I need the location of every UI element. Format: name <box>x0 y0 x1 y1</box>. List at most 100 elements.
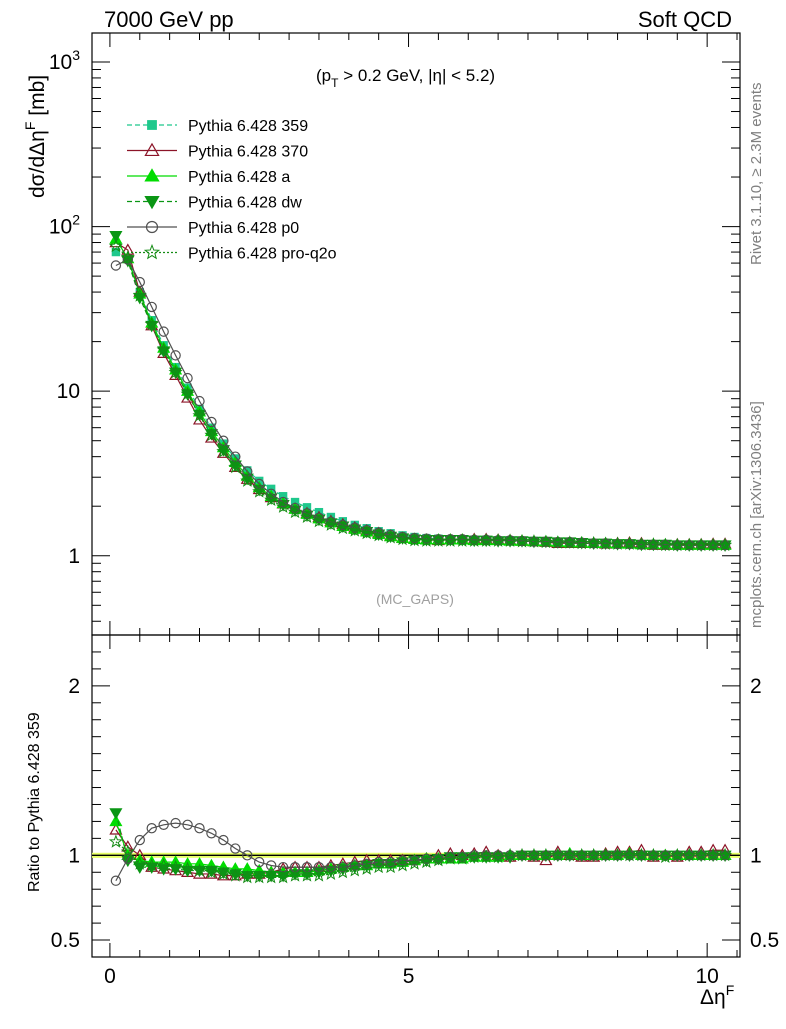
header-left-label: 7000 GeV pp <box>104 7 234 32</box>
ratio-series-layer <box>108 808 733 886</box>
ratio-y-tick-label: 2 <box>68 675 80 698</box>
marker-star <box>144 858 159 872</box>
marker-circle <box>134 834 145 846</box>
marker-star <box>550 847 565 862</box>
marker-star <box>276 869 291 884</box>
marker-star <box>108 834 123 848</box>
marker-star <box>682 537 697 552</box>
marker-star <box>503 533 518 547</box>
marker-star <box>658 849 673 863</box>
marker-star <box>479 533 494 547</box>
marker-star <box>132 856 147 870</box>
marker-circle <box>206 828 217 839</box>
marker-circle <box>170 817 181 829</box>
legend-label: Pythia 6.428 p0 <box>188 220 299 237</box>
marker-star <box>299 868 315 882</box>
marker-star <box>514 847 530 862</box>
marker-circle <box>242 850 253 861</box>
marker-star <box>610 847 625 862</box>
analysis-label: (MC_GAPS) <box>376 591 454 607</box>
mcplots-source-label: mcplots.cern.ch [arXiv:1306.3436] <box>748 401 765 628</box>
rivet-version-label: Rivet 3.1.10, ≥ 2.3M events <box>748 83 765 266</box>
marker-star <box>562 847 577 862</box>
marker-circle <box>409 855 420 866</box>
marker-star <box>622 536 637 550</box>
main-series-1 <box>111 247 730 550</box>
marker-star <box>718 537 733 552</box>
marker-star <box>359 525 374 540</box>
marker-star <box>706 537 721 552</box>
marker-star <box>526 534 541 548</box>
marker-star <box>323 517 338 531</box>
marker-star <box>288 504 303 519</box>
marker-circle <box>337 519 349 531</box>
marker-circle <box>158 326 169 337</box>
marker-triangle-down <box>109 808 123 820</box>
marker-star <box>192 863 207 877</box>
y-tick-label: 102 <box>49 212 80 239</box>
marker-star <box>538 847 553 862</box>
y-tick-label: 10 <box>57 380 80 403</box>
marker-star <box>143 243 161 260</box>
marker-star <box>299 509 315 523</box>
marker-star <box>646 537 661 551</box>
legend-label: Pythia 6.428 370 <box>188 144 308 161</box>
marker-star <box>706 847 721 862</box>
marker-star <box>538 534 553 549</box>
ratio-y-tick-label: 1 <box>68 844 80 867</box>
marker-star <box>132 288 147 302</box>
marker-circle <box>110 260 122 271</box>
ratio-plot-frame <box>91 634 741 958</box>
marker-star <box>264 492 279 507</box>
marker-star <box>586 847 601 862</box>
marker-circle <box>254 478 265 490</box>
marker-star <box>228 868 243 882</box>
marker-star <box>491 533 506 547</box>
marker-star <box>670 537 685 552</box>
legend-label: Pythia 6.428 dw <box>188 195 302 212</box>
marker-star <box>419 533 434 547</box>
marker-star <box>252 484 267 498</box>
marker-star <box>646 847 661 862</box>
marker-circle <box>301 508 313 519</box>
marker-star <box>168 859 183 874</box>
marker-star <box>204 864 219 879</box>
marker-star <box>598 536 613 550</box>
marker-star <box>383 859 398 874</box>
marker-circle <box>146 823 157 834</box>
marker-star <box>634 847 649 862</box>
marker-star <box>407 532 422 547</box>
marker-star <box>467 849 482 863</box>
marker-star <box>443 533 458 547</box>
marker-star <box>371 527 386 542</box>
marker-circle <box>194 823 205 834</box>
marker-star <box>120 844 135 858</box>
marker-circle <box>145 220 159 234</box>
main-series-5 <box>110 254 731 551</box>
marker-star <box>586 535 601 550</box>
marker-triangle-up <box>144 142 160 157</box>
marker-circle <box>349 522 360 533</box>
marker-star <box>180 386 195 401</box>
marker-star <box>574 847 589 862</box>
ratio-y-tick-label-right: 1 <box>750 844 762 867</box>
marker-star <box>550 535 565 549</box>
marker-star <box>491 849 506 863</box>
marker-star <box>371 859 386 874</box>
marker-circle <box>134 276 145 288</box>
marker-circle <box>325 516 337 527</box>
marker-star <box>670 847 685 862</box>
marker-star <box>156 858 171 872</box>
marker-star <box>562 535 577 549</box>
marker-star <box>718 847 733 862</box>
marker-star <box>431 853 446 867</box>
marker-circle <box>325 861 337 873</box>
marker-star <box>335 864 350 879</box>
x-axis-title: ΔηF <box>700 982 734 1009</box>
marker-circle <box>110 875 122 886</box>
marker-star <box>108 238 123 253</box>
main-series-line <box>115 242 726 546</box>
marker-star <box>443 851 458 865</box>
